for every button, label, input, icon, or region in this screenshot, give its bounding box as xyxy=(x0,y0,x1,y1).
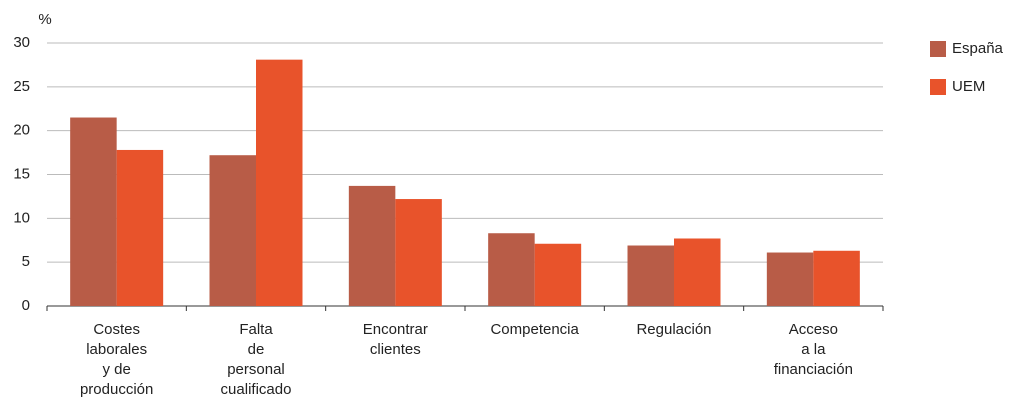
x-tick-label: Falta de personal cualificado xyxy=(221,321,292,398)
legend-swatch xyxy=(930,41,946,57)
y-tick-label: 5 xyxy=(22,253,30,270)
bar xyxy=(627,245,674,306)
y-unit: % xyxy=(38,11,51,28)
y-tick-label: 0 xyxy=(22,297,30,314)
legend-label: UEM xyxy=(952,78,985,95)
bar xyxy=(674,238,721,306)
bar xyxy=(209,155,256,306)
legend-label: España xyxy=(952,40,1004,57)
x-tick-label: Regulación xyxy=(636,321,711,338)
bar xyxy=(534,243,582,306)
bar xyxy=(116,149,164,306)
y-tick-label: 15 xyxy=(13,165,30,182)
x-tick-label: Competencia xyxy=(490,321,579,338)
bar xyxy=(766,252,814,306)
legend-swatch xyxy=(930,79,946,95)
x-tick-label: Costes laborales y de producción xyxy=(80,321,153,398)
bar xyxy=(348,185,396,306)
bar xyxy=(256,59,303,307)
y-tick-label: 25 xyxy=(13,78,30,95)
x-tick-label: Acceso a la financiación xyxy=(774,321,853,378)
bar xyxy=(813,250,860,306)
y-tick-label: 10 xyxy=(13,209,30,226)
bar xyxy=(488,233,535,306)
bar xyxy=(70,117,117,307)
y-tick-label: 30 xyxy=(13,34,30,51)
x-tick-label: Encontrar clientes xyxy=(363,321,428,358)
bar xyxy=(395,199,442,306)
y-tick-label: 20 xyxy=(13,122,30,139)
